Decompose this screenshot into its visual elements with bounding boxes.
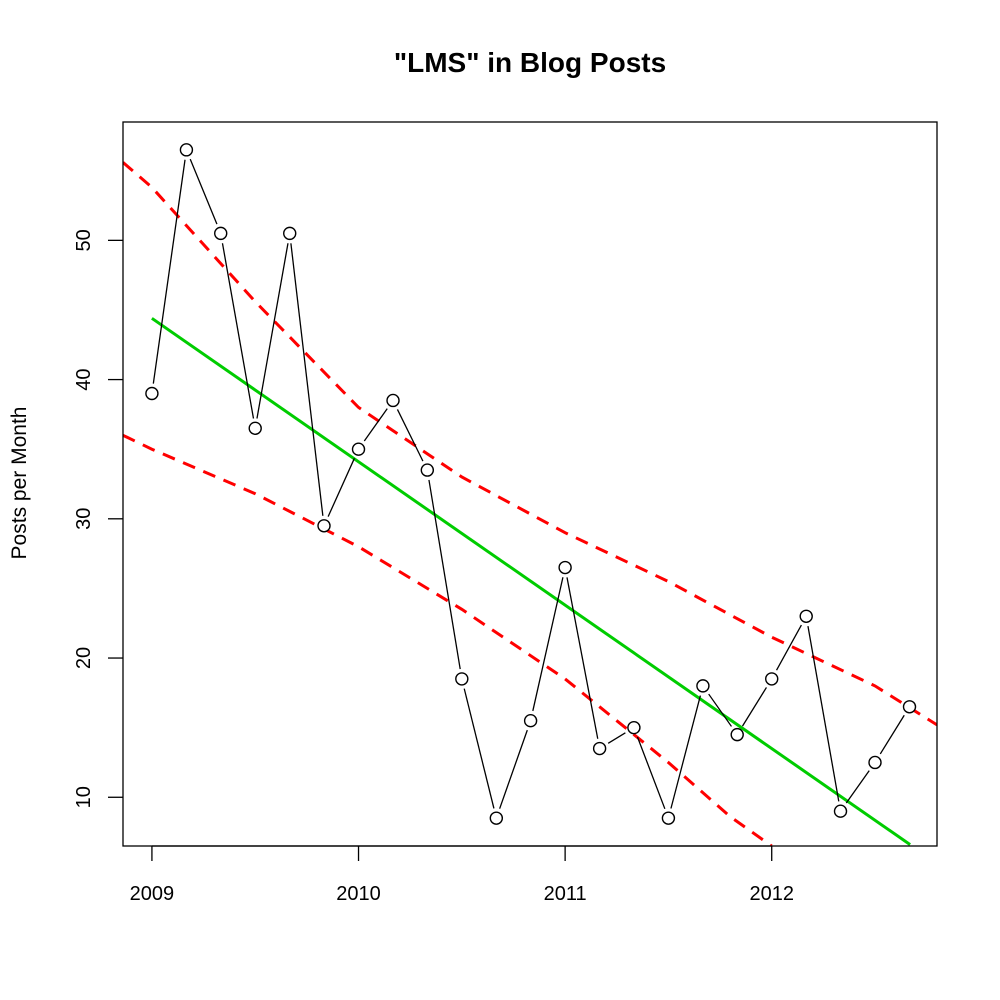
y-axis-label: Posts per Month bbox=[8, 407, 31, 560]
chart-title: "LMS" in Blog Posts bbox=[394, 47, 666, 78]
data-point bbox=[489, 811, 504, 825]
x-tick-label: 2009 bbox=[130, 883, 175, 905]
data-line-segment bbox=[290, 243, 324, 516]
data-point bbox=[592, 741, 607, 756]
x-tick-label: 2011 bbox=[544, 883, 587, 905]
data-line-segment bbox=[189, 158, 218, 225]
data-line-segment bbox=[396, 409, 424, 462]
data-point bbox=[248, 421, 262, 436]
data-point bbox=[696, 679, 710, 693]
data-line-segment bbox=[607, 732, 626, 744]
series-layer bbox=[123, 143, 937, 846]
data-line-segment bbox=[428, 479, 461, 670]
data-line-segment bbox=[708, 693, 732, 727]
lower-band-line bbox=[123, 433, 773, 846]
data-point bbox=[765, 672, 779, 686]
upper-band-line bbox=[123, 161, 937, 727]
data-line-segment bbox=[463, 688, 495, 809]
data-point bbox=[833, 804, 848, 818]
data-point bbox=[317, 519, 331, 533]
data-point bbox=[283, 226, 297, 241]
data-point bbox=[627, 720, 641, 735]
data-line-segment bbox=[532, 577, 564, 712]
data-point bbox=[455, 672, 469, 686]
data-line-segment bbox=[879, 714, 905, 755]
data-line-segment bbox=[566, 577, 599, 739]
data-point bbox=[558, 560, 572, 575]
data-point bbox=[420, 463, 435, 477]
data-line-segment bbox=[221, 243, 255, 419]
x-tick-label: 2012 bbox=[749, 883, 794, 905]
y-tick-label: 50 bbox=[73, 229, 95, 251]
data-point bbox=[730, 727, 744, 742]
data-line-segment bbox=[775, 624, 802, 671]
y-tick-label: 10 bbox=[73, 786, 95, 808]
data-line-segment bbox=[845, 770, 870, 804]
data-line-segment bbox=[807, 626, 840, 802]
data-line-segment bbox=[741, 687, 768, 727]
x-tick-label: 2010 bbox=[336, 883, 381, 905]
data-line-segment bbox=[363, 408, 388, 442]
data-point bbox=[386, 393, 400, 408]
axes: 2009 2010 2011 2012 10 20 30 40 50 bbox=[73, 229, 794, 905]
y-tick-label: 20 bbox=[73, 647, 95, 669]
data-line-segment bbox=[499, 729, 528, 809]
y-tick-label: 30 bbox=[73, 508, 95, 530]
data-point bbox=[523, 713, 538, 728]
trend-line bbox=[151, 317, 911, 846]
data-point bbox=[661, 811, 676, 825]
data-point bbox=[351, 442, 366, 456]
data-line-segment bbox=[327, 458, 356, 517]
data-point bbox=[868, 755, 882, 770]
data-point bbox=[214, 226, 228, 241]
data-point bbox=[179, 143, 194, 157]
y-tick-label: 40 bbox=[73, 368, 95, 390]
data-line-segment bbox=[636, 736, 666, 810]
data-point bbox=[145, 386, 159, 401]
data-line-segment bbox=[152, 159, 186, 384]
data-point bbox=[902, 700, 917, 714]
data-point bbox=[799, 609, 813, 623]
data-line-segment bbox=[256, 243, 289, 419]
plot-frame bbox=[122, 121, 938, 847]
data-line-segment bbox=[670, 695, 702, 809]
